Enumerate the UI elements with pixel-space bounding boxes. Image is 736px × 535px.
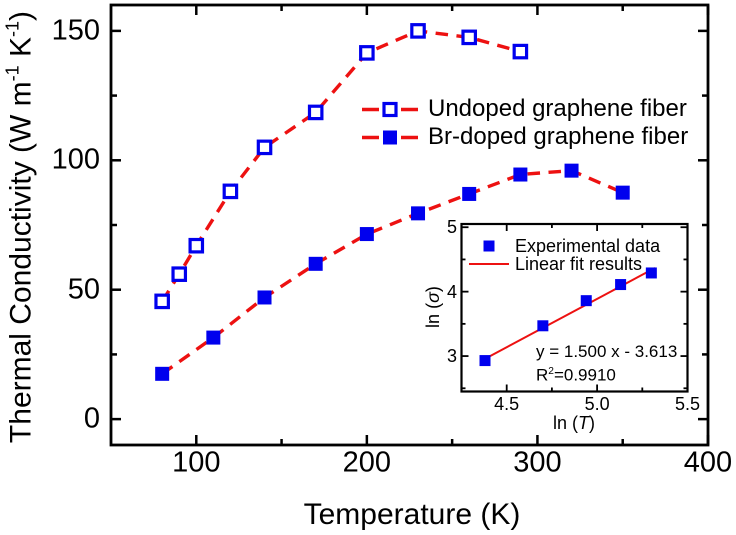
undoped-data-point bbox=[171, 266, 188, 282]
inset-legend-item-experimental: Experimental data bbox=[469, 237, 660, 255]
inset-x-axis-tick-label: 4.5 bbox=[494, 394, 520, 414]
y-axis-title: Thermal Conductivity (W m-1 K-1) bbox=[2, 10, 38, 444]
inset-fit-line bbox=[488, 267, 656, 358]
y-axis-tick-label: 150 bbox=[51, 14, 100, 47]
inset-data-point bbox=[645, 267, 657, 279]
fit-line-marker-icon bbox=[469, 263, 509, 265]
y-axis-tick-label: 100 bbox=[51, 143, 100, 176]
inset-legend-item-linear-fit: Linear fit results bbox=[469, 255, 642, 273]
filled-square-marker-icon bbox=[483, 240, 495, 252]
undoped-data-point bbox=[222, 183, 239, 200]
undoped-data-point bbox=[256, 139, 273, 156]
undoped-data-point bbox=[188, 237, 205, 254]
undoped-data-point bbox=[359, 45, 375, 61]
inset-x-axis-tick-label: 5.5 bbox=[674, 394, 701, 414]
fit-equation: y = 1.500 x - 3.613 bbox=[536, 342, 678, 361]
legend-label-br-doped: Br-doped graphene fiber bbox=[428, 123, 689, 150]
filled-square-dash-marker-icon bbox=[362, 130, 418, 144]
br-doped-data-point bbox=[206, 330, 221, 345]
series-line-br-doped bbox=[161, 168, 624, 376]
undoped-data-point bbox=[154, 293, 170, 310]
legend-item-br-doped: Br-doped graphene fiber bbox=[362, 124, 688, 150]
inset-y-axis-tick-label: 5 bbox=[446, 217, 457, 238]
inset-data-point bbox=[615, 279, 627, 291]
inset-data-point bbox=[580, 295, 592, 307]
open-square-dash-marker-icon bbox=[362, 101, 418, 117]
inset-legend-label-linear-fit: Linear fit results bbox=[515, 254, 643, 274]
undoped-data-point bbox=[512, 43, 529, 60]
inset-plot-frame bbox=[460, 222, 689, 393]
legend-item-undoped: Undoped graphene fiber bbox=[362, 96, 687, 122]
br-doped-data-point bbox=[308, 256, 323, 271]
y-axis-tick-label: 50 bbox=[67, 273, 100, 306]
inset-x-axis-tick-label: 5.0 bbox=[584, 394, 610, 414]
x-axis-title: Temperature (K) bbox=[303, 498, 521, 531]
br-doped-data-point bbox=[411, 206, 426, 221]
main-plot-frame bbox=[109, 3, 710, 447]
inset-y-axis-tick-label: 4 bbox=[446, 281, 457, 302]
inset-y-axis-tick-label: 3 bbox=[446, 346, 457, 367]
br-doped-data-point bbox=[564, 163, 579, 178]
fit-r-squared: R2=0.9910 bbox=[536, 365, 616, 385]
legend-label-undoped: Undoped graphene fiber bbox=[428, 95, 687, 122]
x-axis-tick-label: 300 bbox=[513, 446, 562, 478]
br-doped-data-point bbox=[615, 185, 630, 200]
series-line-undoped bbox=[160, 29, 521, 303]
br-doped-data-point bbox=[462, 186, 477, 201]
undoped-data-point bbox=[307, 104, 324, 121]
inset-data-point bbox=[537, 320, 549, 332]
br-doped-data-point bbox=[359, 227, 374, 242]
inset-legend-label-experimental: Experimental data bbox=[515, 236, 661, 256]
fit-annotation: y = 1.500 x - 3.613 R2=0.9910 bbox=[536, 342, 677, 385]
x-axis-tick-label: 400 bbox=[683, 446, 733, 478]
undoped-data-point bbox=[461, 29, 477, 46]
br-doped-data-point bbox=[257, 290, 272, 305]
inset-data-point bbox=[479, 355, 491, 367]
x-axis-tick-label: 200 bbox=[342, 446, 392, 478]
undoped-data-point bbox=[410, 23, 426, 39]
br-doped-data-point bbox=[513, 167, 528, 182]
inset-y-axis-title: ln (σ) bbox=[423, 286, 443, 328]
y-axis-tick-label: 0 bbox=[83, 402, 100, 435]
x-axis-tick-label: 100 bbox=[172, 446, 221, 478]
inset-x-axis-title: ln (T) bbox=[552, 413, 596, 433]
br-doped-data-point bbox=[155, 366, 170, 381]
inset-background bbox=[461, 224, 688, 392]
